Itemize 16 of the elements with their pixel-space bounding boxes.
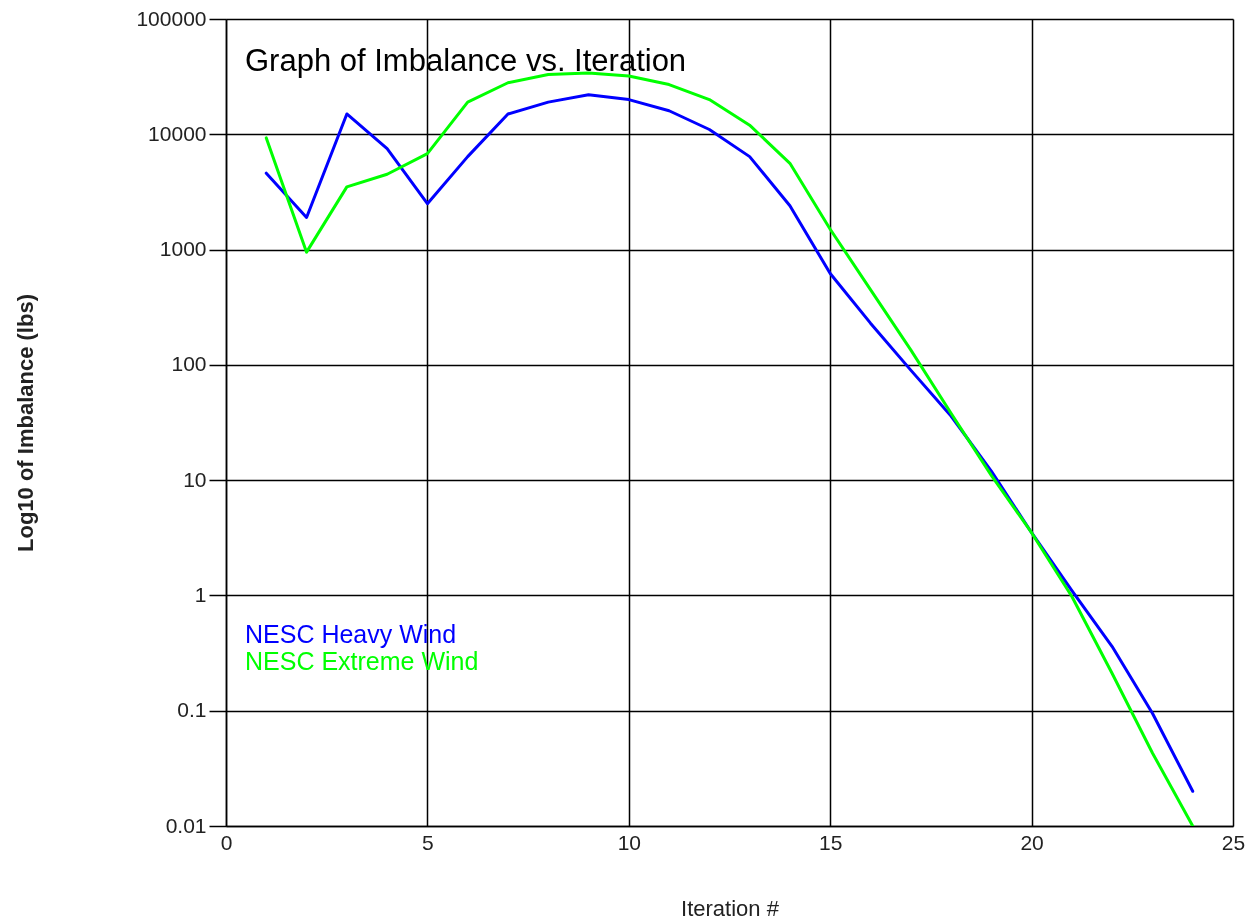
y-tick-label: 100000	[136, 6, 207, 30]
x-tick-label: 20	[1020, 830, 1044, 854]
y-tick-label: 1	[194, 582, 207, 606]
y-axis-title: Log10 of Imbalance (lbs)	[12, 294, 38, 552]
x-tick-label: 10	[617, 830, 641, 854]
y-tick-label: 0.1	[177, 698, 207, 722]
x-tick-label: 5	[422, 830, 434, 854]
x-tick-label: 0	[220, 830, 233, 854]
x-tick-label: 15	[819, 830, 843, 854]
x-tick-label: 25	[1221, 830, 1246, 854]
y-tick-label: 10	[183, 467, 207, 491]
y-tick-label: 0.01	[165, 813, 207, 837]
y-tick-label: 1000	[159, 237, 207, 261]
y-tick-label: 100	[171, 352, 207, 376]
y-tick-label: 10000	[148, 121, 207, 145]
x-axis-title: Iteration #	[681, 895, 780, 921]
